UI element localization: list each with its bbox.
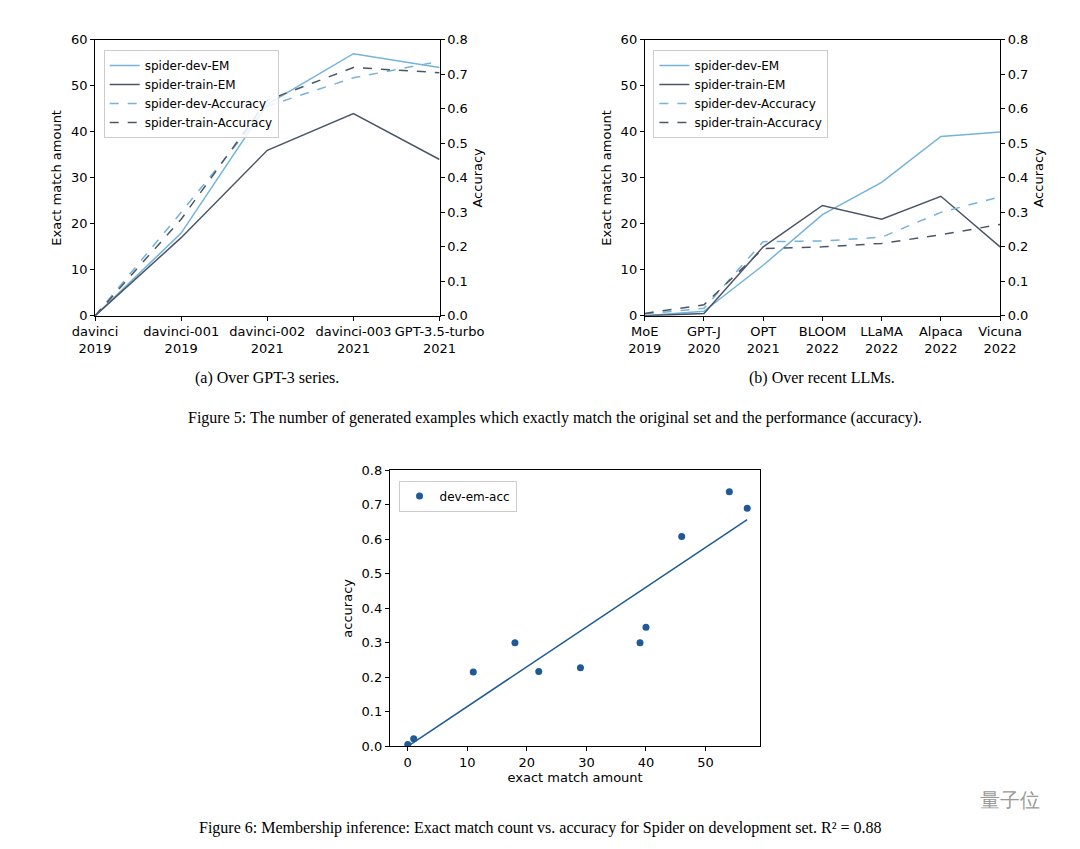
- svg-text:0.1: 0.1: [447, 274, 468, 289]
- svg-text:MoE2019: MoE2019: [628, 324, 661, 356]
- svg-text:(b) Over recent LLMs.: (b) Over recent LLMs.: [749, 369, 895, 387]
- svg-text:20: 20: [519, 755, 536, 770]
- svg-text:davinci-0032021: davinci-0032021: [315, 324, 391, 356]
- svg-text:0.4: 0.4: [362, 601, 383, 616]
- svg-text:spider-dev-Accuracy: spider-dev-Accuracy: [145, 97, 266, 111]
- svg-text:0.2: 0.2: [362, 670, 383, 685]
- svg-text:spider-train-Accuracy: spider-train-Accuracy: [694, 116, 821, 130]
- svg-text:0.6: 0.6: [362, 532, 383, 547]
- svg-text:量子位: 量子位: [980, 788, 1040, 812]
- svg-text:0.3: 0.3: [447, 205, 468, 220]
- svg-text:Exact match amount: Exact match amount: [599, 110, 614, 246]
- svg-text:0.7: 0.7: [362, 497, 383, 512]
- svg-text:spider-train-EM: spider-train-EM: [694, 78, 785, 92]
- svg-text:0.1: 0.1: [1008, 274, 1029, 289]
- svg-text:60: 60: [621, 32, 638, 47]
- svg-text:davinci2019: davinci2019: [72, 324, 119, 356]
- svg-text:0.6: 0.6: [447, 101, 468, 116]
- svg-text:spider-dev-EM: spider-dev-EM: [694, 59, 779, 73]
- svg-text:accuracy: accuracy: [340, 579, 355, 638]
- svg-text:0.2: 0.2: [1008, 239, 1029, 254]
- svg-text:BLOOM2022: BLOOM2022: [799, 324, 846, 356]
- svg-text:50: 50: [697, 755, 714, 770]
- svg-text:spider-dev-EM: spider-dev-EM: [145, 59, 230, 73]
- svg-text:GPT-J2020: GPT-J2020: [687, 324, 721, 356]
- svg-text:30: 30: [621, 170, 638, 185]
- svg-text:0.2: 0.2: [447, 239, 468, 254]
- svg-text:davinci-0022021: davinci-0022021: [229, 324, 305, 356]
- svg-text:0.8: 0.8: [362, 463, 383, 478]
- svg-text:LLaMA2022: LLaMA2022: [860, 324, 903, 356]
- svg-text:40: 40: [71, 124, 88, 139]
- svg-text:20: 20: [621, 216, 638, 231]
- svg-text:0.3: 0.3: [1008, 205, 1029, 220]
- svg-text:10: 10: [71, 262, 88, 277]
- svg-text:0.4: 0.4: [447, 170, 468, 185]
- svg-text:Vicuna2022: Vicuna2022: [978, 324, 1022, 356]
- svg-text:dev-em-acc: dev-em-acc: [440, 490, 510, 504]
- svg-text:0.1: 0.1: [362, 704, 383, 719]
- svg-text:0: 0: [404, 755, 412, 770]
- svg-text:0.0: 0.0: [362, 739, 383, 754]
- svg-text:Alpaca2022: Alpaca2022: [919, 324, 963, 356]
- svg-text:20: 20: [71, 216, 88, 231]
- svg-text:10: 10: [621, 262, 638, 277]
- svg-text:exact match amount: exact match amount: [507, 770, 642, 785]
- svg-text:30: 30: [578, 755, 595, 770]
- svg-text:0: 0: [629, 308, 637, 323]
- svg-text:0.8: 0.8: [1008, 32, 1029, 47]
- svg-text:davinci-0012019: davinci-0012019: [143, 324, 219, 356]
- svg-text:50: 50: [71, 78, 88, 93]
- svg-text:Accuracy: Accuracy: [1031, 148, 1046, 208]
- svg-text:OPT2021: OPT2021: [747, 324, 780, 356]
- svg-text:0.8: 0.8: [447, 32, 468, 47]
- svg-text:spider-dev-Accuracy: spider-dev-Accuracy: [694, 97, 815, 111]
- svg-text:40: 40: [621, 124, 638, 139]
- svg-text:Figure 5: The number of genera: Figure 5: The number of generated exampl…: [188, 409, 922, 427]
- svg-text:0.7: 0.7: [1008, 67, 1029, 82]
- svg-text:0.0: 0.0: [447, 308, 468, 323]
- svg-text:60: 60: [71, 32, 88, 47]
- svg-text:40: 40: [638, 755, 655, 770]
- svg-text:Accuracy: Accuracy: [470, 148, 485, 208]
- svg-text:spider-train-EM: spider-train-EM: [145, 78, 236, 92]
- svg-text:30: 30: [71, 170, 88, 185]
- svg-text:0.3: 0.3: [362, 635, 383, 650]
- svg-text:50: 50: [621, 78, 638, 93]
- svg-text:Figure 6: Membership inference: Figure 6: Membership inference: Exact ma…: [199, 819, 882, 837]
- svg-text:0.5: 0.5: [362, 566, 383, 581]
- svg-text:spider-train-Accuracy: spider-train-Accuracy: [145, 116, 272, 130]
- svg-text:Exact match amount: Exact match amount: [49, 110, 64, 246]
- svg-text:0.7: 0.7: [447, 67, 468, 82]
- svg-text:0.4: 0.4: [1008, 170, 1029, 185]
- svg-text:0.5: 0.5: [447, 136, 468, 151]
- svg-text:10: 10: [459, 755, 476, 770]
- svg-text:0.5: 0.5: [1008, 136, 1029, 151]
- svg-text:0.0: 0.0: [1008, 308, 1029, 323]
- svg-text:(a) Over GPT-3 series.: (a) Over GPT-3 series.: [195, 369, 339, 387]
- svg-text:0: 0: [79, 308, 87, 323]
- svg-text:GPT-3.5-turbo2021: GPT-3.5-turbo2021: [395, 324, 485, 356]
- svg-text:0.6: 0.6: [1008, 101, 1029, 116]
